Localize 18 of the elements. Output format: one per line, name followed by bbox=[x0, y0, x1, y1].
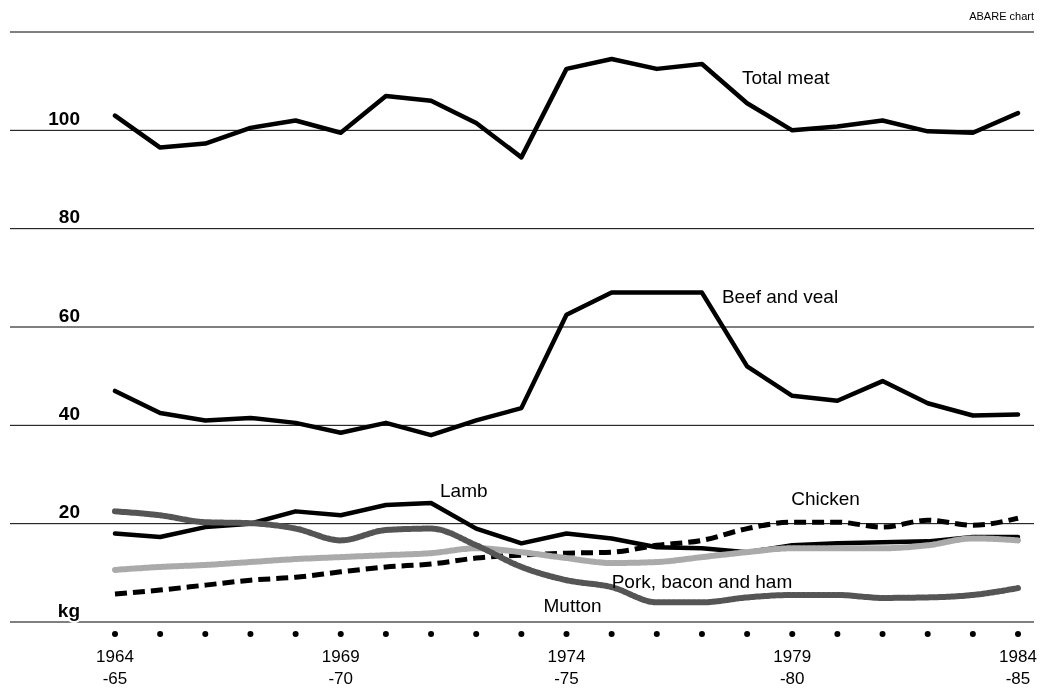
y-tick-label: 40 bbox=[58, 402, 80, 424]
x-tick-label: 1969 -70 bbox=[321, 647, 360, 688]
x-tick-label: 1974 -75 bbox=[547, 647, 586, 688]
series-label: Chicken bbox=[791, 488, 860, 510]
y-tick-label: 60 bbox=[58, 304, 80, 326]
x-tick-label: 1979 -80 bbox=[773, 647, 812, 688]
series-label: Total meat bbox=[741, 66, 831, 88]
series-label: Pork, bacon and ham bbox=[611, 571, 793, 592]
series-label: Lamb bbox=[440, 480, 488, 502]
y-tick-label: 80 bbox=[58, 206, 80, 228]
x-tick-label: 1984 -85 bbox=[999, 647, 1037, 688]
text: ABARE chart bbox=[969, 10, 1034, 22]
y-tick-label: 100 bbox=[48, 107, 80, 129]
y-tick-label: 20 bbox=[58, 501, 80, 523]
x-tick-label: 1964 -65 bbox=[96, 647, 134, 688]
y-tick-label: kg bbox=[57, 599, 80, 621]
series-label: Beef and veal bbox=[721, 285, 839, 307]
series-label: Mutton bbox=[543, 595, 602, 617]
